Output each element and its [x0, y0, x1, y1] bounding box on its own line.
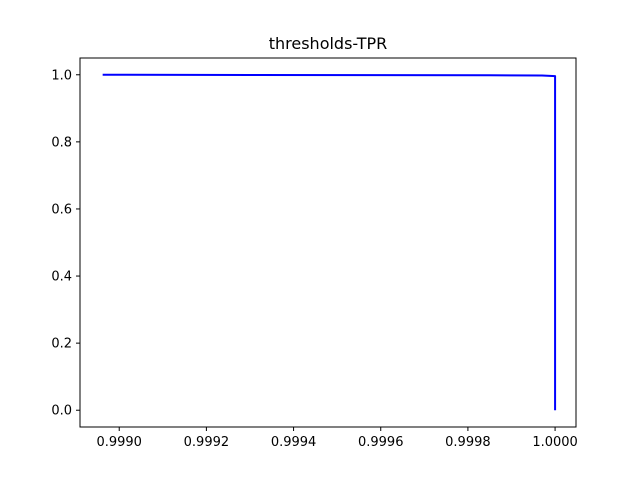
axes-frame [79, 57, 577, 428]
x-tick-label: 0.9992 [184, 435, 230, 450]
x-axis: 0.9990 0.9992 0.9994 0.9996 0.9998 1.0000 [96, 427, 578, 450]
x-tick-label: 0.9998 [445, 435, 491, 450]
x-tick-label: 1.0000 [532, 435, 578, 450]
x-tick-label: 0.9990 [96, 435, 142, 450]
y-tick-label: 0.2 [51, 337, 72, 352]
series-line [102, 73, 557, 411]
chart-title: thresholds-TPR [269, 34, 388, 53]
y-axis: 0.0 0.2 0.4 0.6 0.8 1.0 [51, 68, 80, 419]
plot-area [102, 73, 557, 411]
y-tick-label: 0.0 [51, 404, 72, 419]
y-tick-label: 0.8 [51, 135, 72, 150]
y-tick-label: 1.0 [51, 68, 72, 83]
y-tick-label: 0.6 [51, 202, 72, 217]
x-tick-label: 0.9996 [358, 435, 404, 450]
x-tick-label: 0.9994 [271, 435, 317, 450]
y-tick-label: 0.4 [51, 270, 72, 285]
